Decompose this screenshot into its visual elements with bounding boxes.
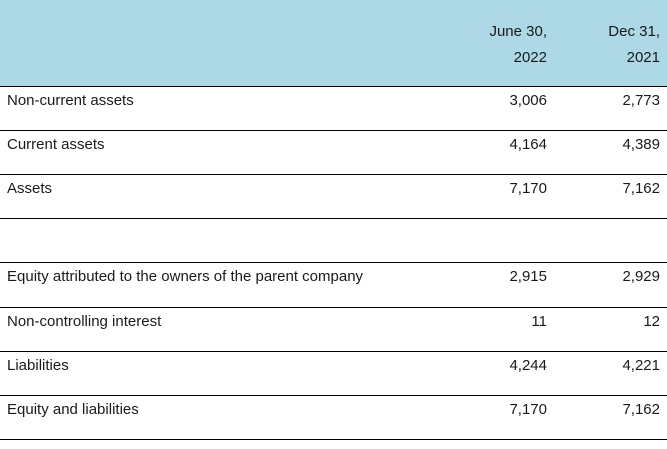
value-june-2022: 3,006 (509, 92, 547, 109)
row-label: Assets (7, 180, 53, 197)
value-dec-2021: 4,221 (622, 357, 660, 374)
table-row-blank (0, 219, 667, 263)
row-label: Equity and liabilities (7, 401, 139, 418)
column-header-june-2022-line1: June 30, (489, 23, 547, 40)
row-label: Non-controlling interest (7, 313, 162, 330)
value-dec-2021: 2,929 (622, 268, 660, 285)
column-header-june-2022: June 30, 2022 (489, 19, 547, 71)
table-row: Non-controlling interest 11 12 (0, 308, 667, 352)
value-june-2022: 7,170 (509, 401, 547, 418)
row-rule (0, 218, 667, 219)
row-label: Liabilities (7, 357, 69, 374)
row-rule (0, 262, 667, 263)
value-june-2022: 4,164 (509, 136, 547, 153)
row-rule (0, 395, 667, 396)
table-row: Liabilities 4,244 4,221 (0, 352, 667, 396)
value-dec-2021: 7,162 (622, 401, 660, 418)
header-rule (0, 86, 667, 87)
row-label: Non-current assets (7, 92, 134, 109)
table-header: June 30, 2022 Dec 31, 2021 (0, 0, 667, 86)
value-dec-2021: 12 (643, 313, 660, 330)
column-header-dec-2021-line1: Dec 31, (608, 23, 660, 40)
table-row: Equity attributed to the owners of the p… (0, 263, 667, 307)
row-rule (0, 351, 667, 352)
value-dec-2021: 7,162 (622, 180, 660, 197)
value-june-2022: 4,244 (509, 357, 547, 374)
value-dec-2021: 2,773 (622, 92, 660, 109)
table-row: Equity and liabilities 7,170 7,162 (0, 396, 667, 440)
table-row: Current assets 4,164 4,389 (0, 131, 667, 175)
column-header-june-2022-line2: 2022 (513, 49, 547, 66)
value-june-2022: 2,915 (509, 268, 547, 285)
row-rule (0, 130, 667, 131)
row-rule (0, 174, 667, 175)
row-label: Current assets (7, 136, 105, 153)
value-june-2022: 7,170 (509, 180, 547, 197)
value-dec-2021: 4,389 (622, 136, 660, 153)
value-june-2022: 11 (531, 313, 547, 330)
table-row: Assets 7,170 7,162 (0, 175, 667, 219)
row-rule (0, 439, 667, 440)
row-label: Equity attributed to the owners of the p… (7, 268, 364, 285)
row-rule (0, 307, 667, 308)
table-row: Non-current assets 3,006 2,773 (0, 87, 667, 131)
column-header-dec-2021-line2: 2021 (626, 49, 660, 66)
column-header-dec-2021: Dec 31, 2021 (608, 19, 660, 71)
